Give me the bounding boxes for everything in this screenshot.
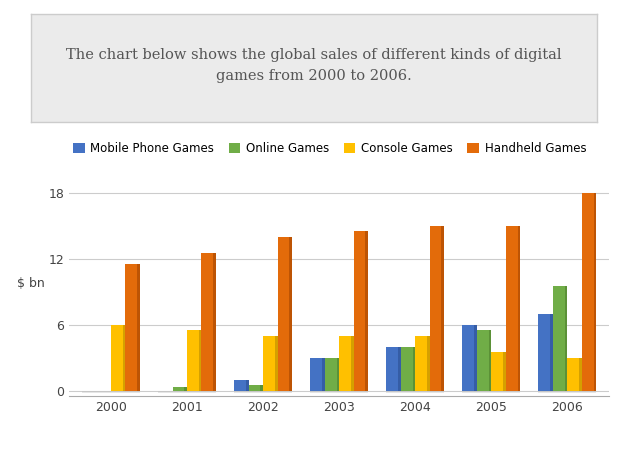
Bar <box>261 385 263 391</box>
Bar <box>491 391 506 393</box>
Bar <box>97 391 111 393</box>
Bar <box>489 330 491 391</box>
Bar <box>290 237 292 391</box>
Bar <box>214 253 216 391</box>
Bar <box>278 237 292 391</box>
Bar <box>354 391 368 393</box>
Bar <box>579 358 582 391</box>
Bar <box>339 391 354 393</box>
Bar <box>401 346 415 391</box>
Bar <box>582 391 596 393</box>
Bar <box>111 391 126 393</box>
Bar <box>415 391 430 393</box>
Bar <box>477 391 491 393</box>
Bar <box>187 330 202 391</box>
Bar <box>593 193 596 391</box>
Bar <box>386 391 401 393</box>
Bar <box>582 193 596 391</box>
Bar <box>553 391 567 393</box>
Bar <box>310 358 325 391</box>
Bar <box>351 336 354 391</box>
Bar <box>249 385 263 391</box>
Bar <box>567 358 582 391</box>
Bar <box>477 330 491 391</box>
Bar <box>82 391 97 393</box>
Bar <box>430 391 444 393</box>
Bar <box>322 358 325 391</box>
Bar <box>401 391 415 393</box>
Bar <box>246 379 249 391</box>
Bar <box>263 391 278 393</box>
Bar <box>538 391 553 393</box>
Bar <box>325 358 339 391</box>
Bar <box>517 226 520 391</box>
Bar <box>365 231 368 391</box>
Bar <box>249 391 263 393</box>
Bar <box>506 226 520 391</box>
Bar <box>158 391 173 393</box>
Bar <box>430 226 444 391</box>
Bar <box>354 231 368 391</box>
Bar <box>310 391 325 393</box>
Bar <box>386 346 401 391</box>
Bar <box>234 379 249 391</box>
Bar <box>567 391 582 393</box>
Bar <box>325 391 339 393</box>
Bar <box>187 391 202 393</box>
Bar <box>441 226 444 391</box>
Bar <box>111 324 126 391</box>
Bar <box>474 324 477 391</box>
Bar <box>339 336 354 391</box>
Bar <box>275 336 278 391</box>
Bar <box>491 352 506 391</box>
Bar <box>278 391 292 393</box>
Bar <box>538 314 553 391</box>
Bar <box>173 387 187 391</box>
Bar <box>263 336 278 391</box>
Bar <box>202 253 216 391</box>
Bar <box>337 358 339 391</box>
Y-axis label: $ bn: $ bn <box>18 277 45 290</box>
Legend: Mobile Phone Games, Online Games, Console Games, Handheld Games: Mobile Phone Games, Online Games, Consol… <box>68 137 592 160</box>
Bar <box>126 391 140 393</box>
Bar <box>199 330 202 391</box>
Bar <box>202 391 216 393</box>
Bar <box>185 387 187 391</box>
Bar <box>415 336 430 391</box>
Bar <box>462 391 477 393</box>
Bar <box>138 264 140 391</box>
Bar <box>565 286 567 391</box>
Bar <box>550 314 553 391</box>
Bar <box>126 264 140 391</box>
Bar <box>553 286 567 391</box>
Bar <box>427 336 430 391</box>
Bar <box>506 391 520 393</box>
Bar <box>413 346 415 391</box>
Bar <box>398 346 401 391</box>
Text: The chart below shows the global sales of different kinds of digital
games from : The chart below shows the global sales o… <box>66 48 562 83</box>
Bar <box>234 391 249 393</box>
Bar <box>462 324 477 391</box>
Bar <box>173 391 187 393</box>
Bar <box>503 352 506 391</box>
Bar <box>122 324 126 391</box>
